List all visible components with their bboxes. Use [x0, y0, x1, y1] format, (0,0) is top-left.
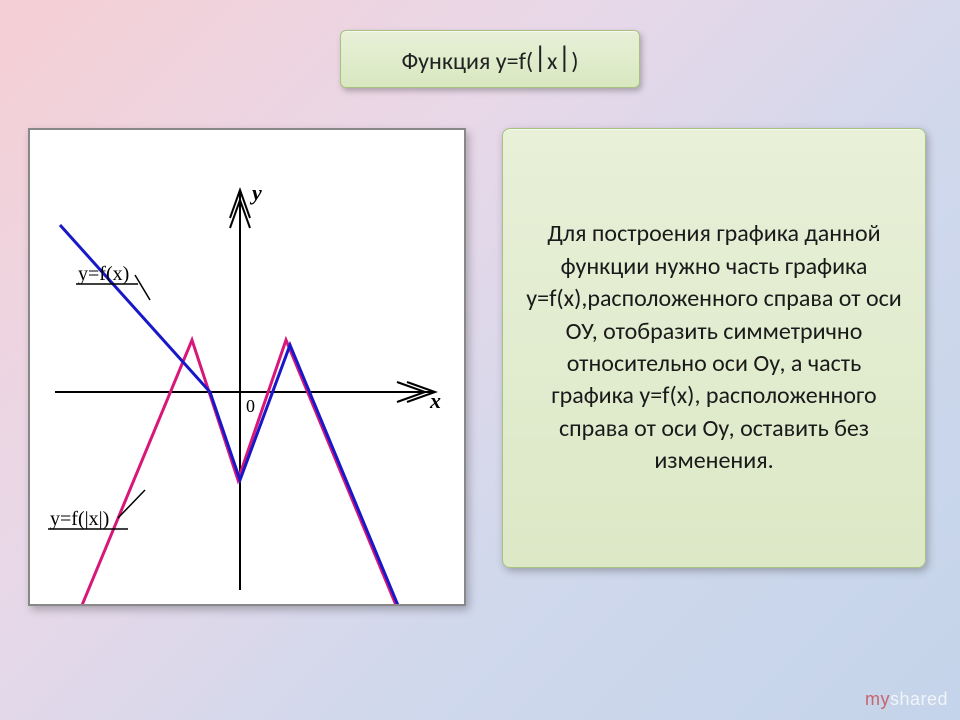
abs-bar-open: |: [533, 39, 547, 76]
title-box: Функция y=f(|x|): [340, 30, 640, 88]
graph-panel: y x 0 y=f(x) y=f(|x|): [28, 128, 466, 606]
svg-text:y=f(x): y=f(x): [78, 263, 129, 285]
title-prefix: Функция y=f(: [401, 47, 533, 76]
svg-text:x: x: [429, 388, 441, 413]
watermark-shared: shared: [890, 689, 948, 709]
description-box: Для построения графика данной функции ну…: [502, 128, 926, 568]
watermark: myshared: [865, 689, 948, 710]
description-text: Для построения графика данной функции ну…: [525, 218, 903, 477]
svg-text:0: 0: [246, 396, 255, 416]
watermark-my: my: [865, 689, 890, 709]
abs-bar-close: |: [557, 39, 571, 76]
title-text: Функция y=f(|x|): [401, 41, 578, 78]
graph-svg: y x 0 y=f(x) y=f(|x|): [30, 130, 464, 604]
title-suffix: ): [571, 47, 578, 76]
svg-text:y=f(|x|): y=f(|x|): [50, 508, 109, 530]
svg-text:y: y: [249, 180, 262, 205]
title-var: x: [547, 47, 557, 76]
